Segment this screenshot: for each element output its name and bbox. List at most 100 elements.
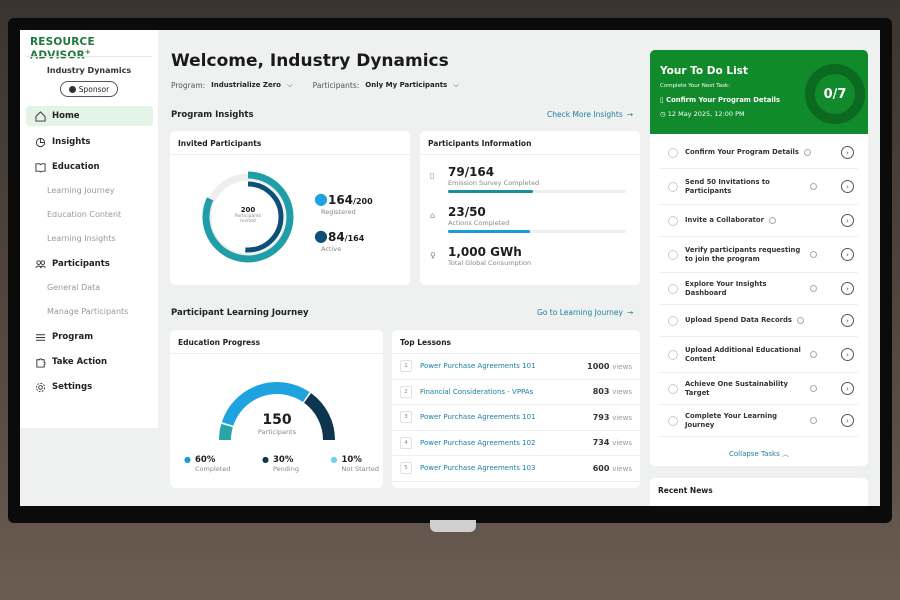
sidebar-subitem[interactable]: General Data — [47, 283, 100, 292]
help-icon[interactable] — [810, 417, 817, 424]
sidebar-item-insights[interactable]: Insights — [26, 132, 153, 152]
todo-task[interactable]: Upload Spend Data Records› — [660, 305, 858, 337]
info-item: 23/50Actions Completed — [448, 205, 626, 233]
section-title: Program Insights — [171, 110, 254, 120]
registered-stat: ●164/200 Registered — [314, 189, 373, 216]
help-icon[interactable] — [810, 385, 817, 392]
check-more-insights-link[interactable]: Check More Insights→ — [547, 110, 633, 119]
todo-task[interactable]: Send 50 Invitations to Participants› — [660, 169, 858, 205]
sidebar-item-take-action[interactable]: Take Action — [26, 352, 153, 372]
clipboard-icon: ▯ — [430, 171, 434, 180]
chevron-right-icon[interactable]: › — [841, 282, 854, 295]
info-item: 1,000 GWhTotal Global Consumption — [448, 245, 531, 267]
clipboard-icon: ▯ — [660, 96, 664, 104]
todo-task[interactable]: Complete Your Learning Journey› — [660, 405, 858, 437]
recent-news-card: Recent News — [650, 478, 868, 506]
chevron-right-icon[interactable]: › — [841, 180, 854, 193]
legend-item: ●30%Pending — [262, 455, 299, 473]
lesson-row[interactable]: 4Power Purchase Agreements 102734 views — [392, 431, 640, 457]
invited-participants-card: Invited Participants 200 Participants In… — [170, 131, 410, 285]
todo-task[interactable]: Upload Additional Educational Content› — [660, 337, 858, 373]
lesson-row[interactable]: 1Power Purchase Agreements 1011000 views — [392, 354, 640, 380]
role-badge: Sponsor — [60, 81, 118, 97]
chevron-right-icon[interactable]: › — [841, 146, 854, 159]
home-icon — [35, 111, 46, 122]
chevron-up-icon: ︿ — [782, 450, 789, 458]
sidebar-item-education[interactable]: Education — [26, 157, 153, 177]
book-icon — [35, 162, 46, 173]
task-checkbox[interactable] — [668, 350, 678, 360]
active-stat: ●84/164 Active — [314, 226, 364, 253]
chevron-down-icon[interactable]: ⌵ — [287, 80, 293, 90]
sidebar-item-home[interactable]: Home — [26, 106, 153, 126]
help-icon[interactable] — [810, 351, 817, 358]
sidebar-item-participants[interactable]: Participants — [26, 254, 153, 274]
help-icon[interactable] — [810, 285, 817, 292]
progress-bar — [448, 190, 626, 193]
todo-header: Your To Do List Complete Your Next Task:… — [650, 50, 868, 134]
chevron-right-icon[interactable]: › — [841, 414, 854, 427]
todo-task[interactable]: Verify participants requesting to join t… — [660, 237, 858, 273]
lesson-link[interactable]: Power Purchase Agreements 101 — [420, 413, 593, 421]
screen: RESOURCE ADVISOR+ Industry Dynamics Spon… — [20, 30, 880, 506]
help-icon[interactable] — [769, 217, 776, 224]
next-task-link[interactable]: ▯ Confirm Your Program Details — [660, 96, 780, 104]
sidebar-subitem[interactable]: Learning Insights — [47, 234, 116, 243]
task-checkbox[interactable] — [668, 416, 678, 426]
task-checkbox[interactable] — [668, 316, 678, 326]
task-checkbox[interactable] — [668, 284, 678, 294]
sidebar: RESOURCE ADVISOR+ Industry Dynamics Spon… — [20, 30, 158, 428]
todo-task[interactable]: Invite a Collaborator› — [660, 205, 858, 237]
program-select[interactable]: Industrialize Zero — [211, 81, 281, 89]
sidebar-subitem[interactable]: Learning Journey — [47, 186, 114, 195]
participants-information-card: Participants Information ▯ 79/164Emissio… — [420, 131, 640, 285]
arrow-right-icon: → — [627, 110, 633, 119]
todo-list: Confirm Your Program Details›Send 50 Inv… — [650, 134, 868, 466]
task-checkbox[interactable] — [668, 384, 678, 394]
bulb-icon: ♀ — [430, 251, 436, 260]
todo-task[interactable]: Explore Your Insights Dashboard› — [660, 273, 858, 305]
help-icon[interactable] — [797, 317, 804, 324]
chevron-right-icon[interactable]: › — [841, 248, 854, 261]
lesson-link[interactable]: Power Purchase Agreements 101 — [420, 362, 587, 370]
section-title: Participant Learning Journey — [171, 308, 309, 318]
collapse-tasks-button[interactable]: Collapse Tasks ︿ — [650, 449, 868, 459]
task-checkbox[interactable] — [668, 182, 678, 192]
org-name: Industry Dynamics — [20, 66, 158, 75]
help-icon[interactable] — [810, 183, 817, 190]
lesson-link[interactable]: Power Purchase Agreements 103 — [420, 464, 593, 472]
chevron-right-icon[interactable]: › — [841, 382, 854, 395]
todo-task[interactable]: Achieve One Sustainability Target› — [660, 373, 858, 405]
lesson-row[interactable]: 3Power Purchase Agreements 101793 views — [392, 405, 640, 431]
sidebar-item-settings[interactable]: Settings — [26, 377, 153, 397]
go-to-learning-journey-link[interactable]: Go to Learning Journey→ — [537, 308, 633, 317]
participants-select[interactable]: Only My Participants — [365, 81, 447, 89]
logo[interactable]: RESOURCE ADVISOR+ — [30, 36, 158, 62]
task-checkbox[interactable] — [668, 250, 678, 260]
lesson-link[interactable]: Power Purchase Agreements 102 — [420, 439, 593, 447]
todo-task[interactable]: Confirm Your Program Details› — [660, 137, 858, 169]
lesson-row[interactable]: 2Financial Considerations - VPPAs803 vie… — [392, 380, 640, 406]
task-checkbox[interactable] — [668, 216, 678, 226]
sidebar-subitem[interactable]: Manage Participants — [47, 307, 128, 316]
due-date: ◷ 12 May 2025, 12:00 PM — [660, 110, 745, 118]
help-icon[interactable] — [804, 149, 811, 156]
help-icon[interactable] — [810, 251, 817, 258]
clock-icon: ◷ — [660, 110, 666, 118]
chevron-right-icon[interactable]: › — [841, 314, 854, 327]
lesson-row[interactable]: 5Power Purchase Agreements 103600 views — [392, 456, 640, 482]
chevron-right-icon[interactable]: › — [841, 214, 854, 227]
chevron-right-icon[interactable]: › — [841, 348, 854, 361]
task-checkbox[interactable] — [668, 148, 678, 158]
sidebar-item-program[interactable]: Program — [26, 327, 153, 347]
filters: Program: Industrialize Zero ⌵ Participan… — [171, 80, 459, 90]
list-icon — [35, 332, 46, 343]
gauge-segment-not-started — [225, 425, 227, 440]
lesson-link[interactable]: Financial Considerations - VPPAs — [420, 388, 593, 396]
page-title: Welcome, Industry Dynamics — [171, 51, 449, 71]
sponsor-icon — [69, 86, 76, 93]
chevron-down-icon[interactable]: ⌵ — [453, 80, 459, 90]
divider — [26, 56, 152, 57]
sidebar-subitem[interactable]: Education Content — [47, 210, 121, 219]
legend-item: ●10%Not Started — [331, 455, 379, 473]
